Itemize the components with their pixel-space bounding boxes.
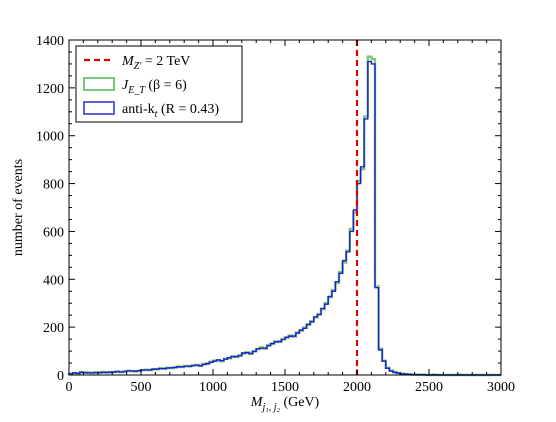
legend-swatch-antikt (83, 101, 115, 115)
y-axis-label: number of events (11, 159, 26, 256)
legend-label-vline: MZ' = 2 TeV (121, 54, 190, 72)
x-tick-label: 1000 (199, 380, 227, 395)
y-tick-label: 1400 (36, 34, 64, 49)
y-tick-label: 400 (43, 273, 64, 288)
series-anti-kt-line (68, 60, 501, 376)
x-tick-label: 3000 (487, 380, 515, 395)
y-tick-label: 1200 (36, 82, 64, 97)
legend-box (75, 45, 243, 123)
x-tick-label: 0 (66, 380, 73, 395)
y-tick-label: 800 (43, 178, 64, 193)
y-tick-label: 0 (57, 369, 64, 384)
legend: MZ' = 2 TeV JE_T (β = 6) anti-kt (R = 0.43… (75, 45, 243, 123)
legend-label-jet: JE_T (β = 6) (122, 78, 187, 96)
x-tick-label: 2000 (343, 380, 371, 395)
x-tick-label: 500 (131, 380, 152, 395)
y-tick-label: 200 (43, 321, 64, 336)
x-tick-label: 2500 (415, 380, 443, 395)
x-tick-label: 1500 (271, 380, 299, 395)
y-tick-label: 600 (43, 225, 64, 240)
axes: 0 500 1000 1500 2000 2500 3000 0 200 400 600 800 100… (11, 34, 515, 413)
y-tick-label: 1000 (36, 130, 64, 145)
legend-label-antikt: anti-kt (R = 0.43) (122, 102, 219, 120)
legend-swatch-jet (83, 77, 115, 91)
x-axis-label: Mj₁, j₂ (GeV) (250, 395, 320, 413)
